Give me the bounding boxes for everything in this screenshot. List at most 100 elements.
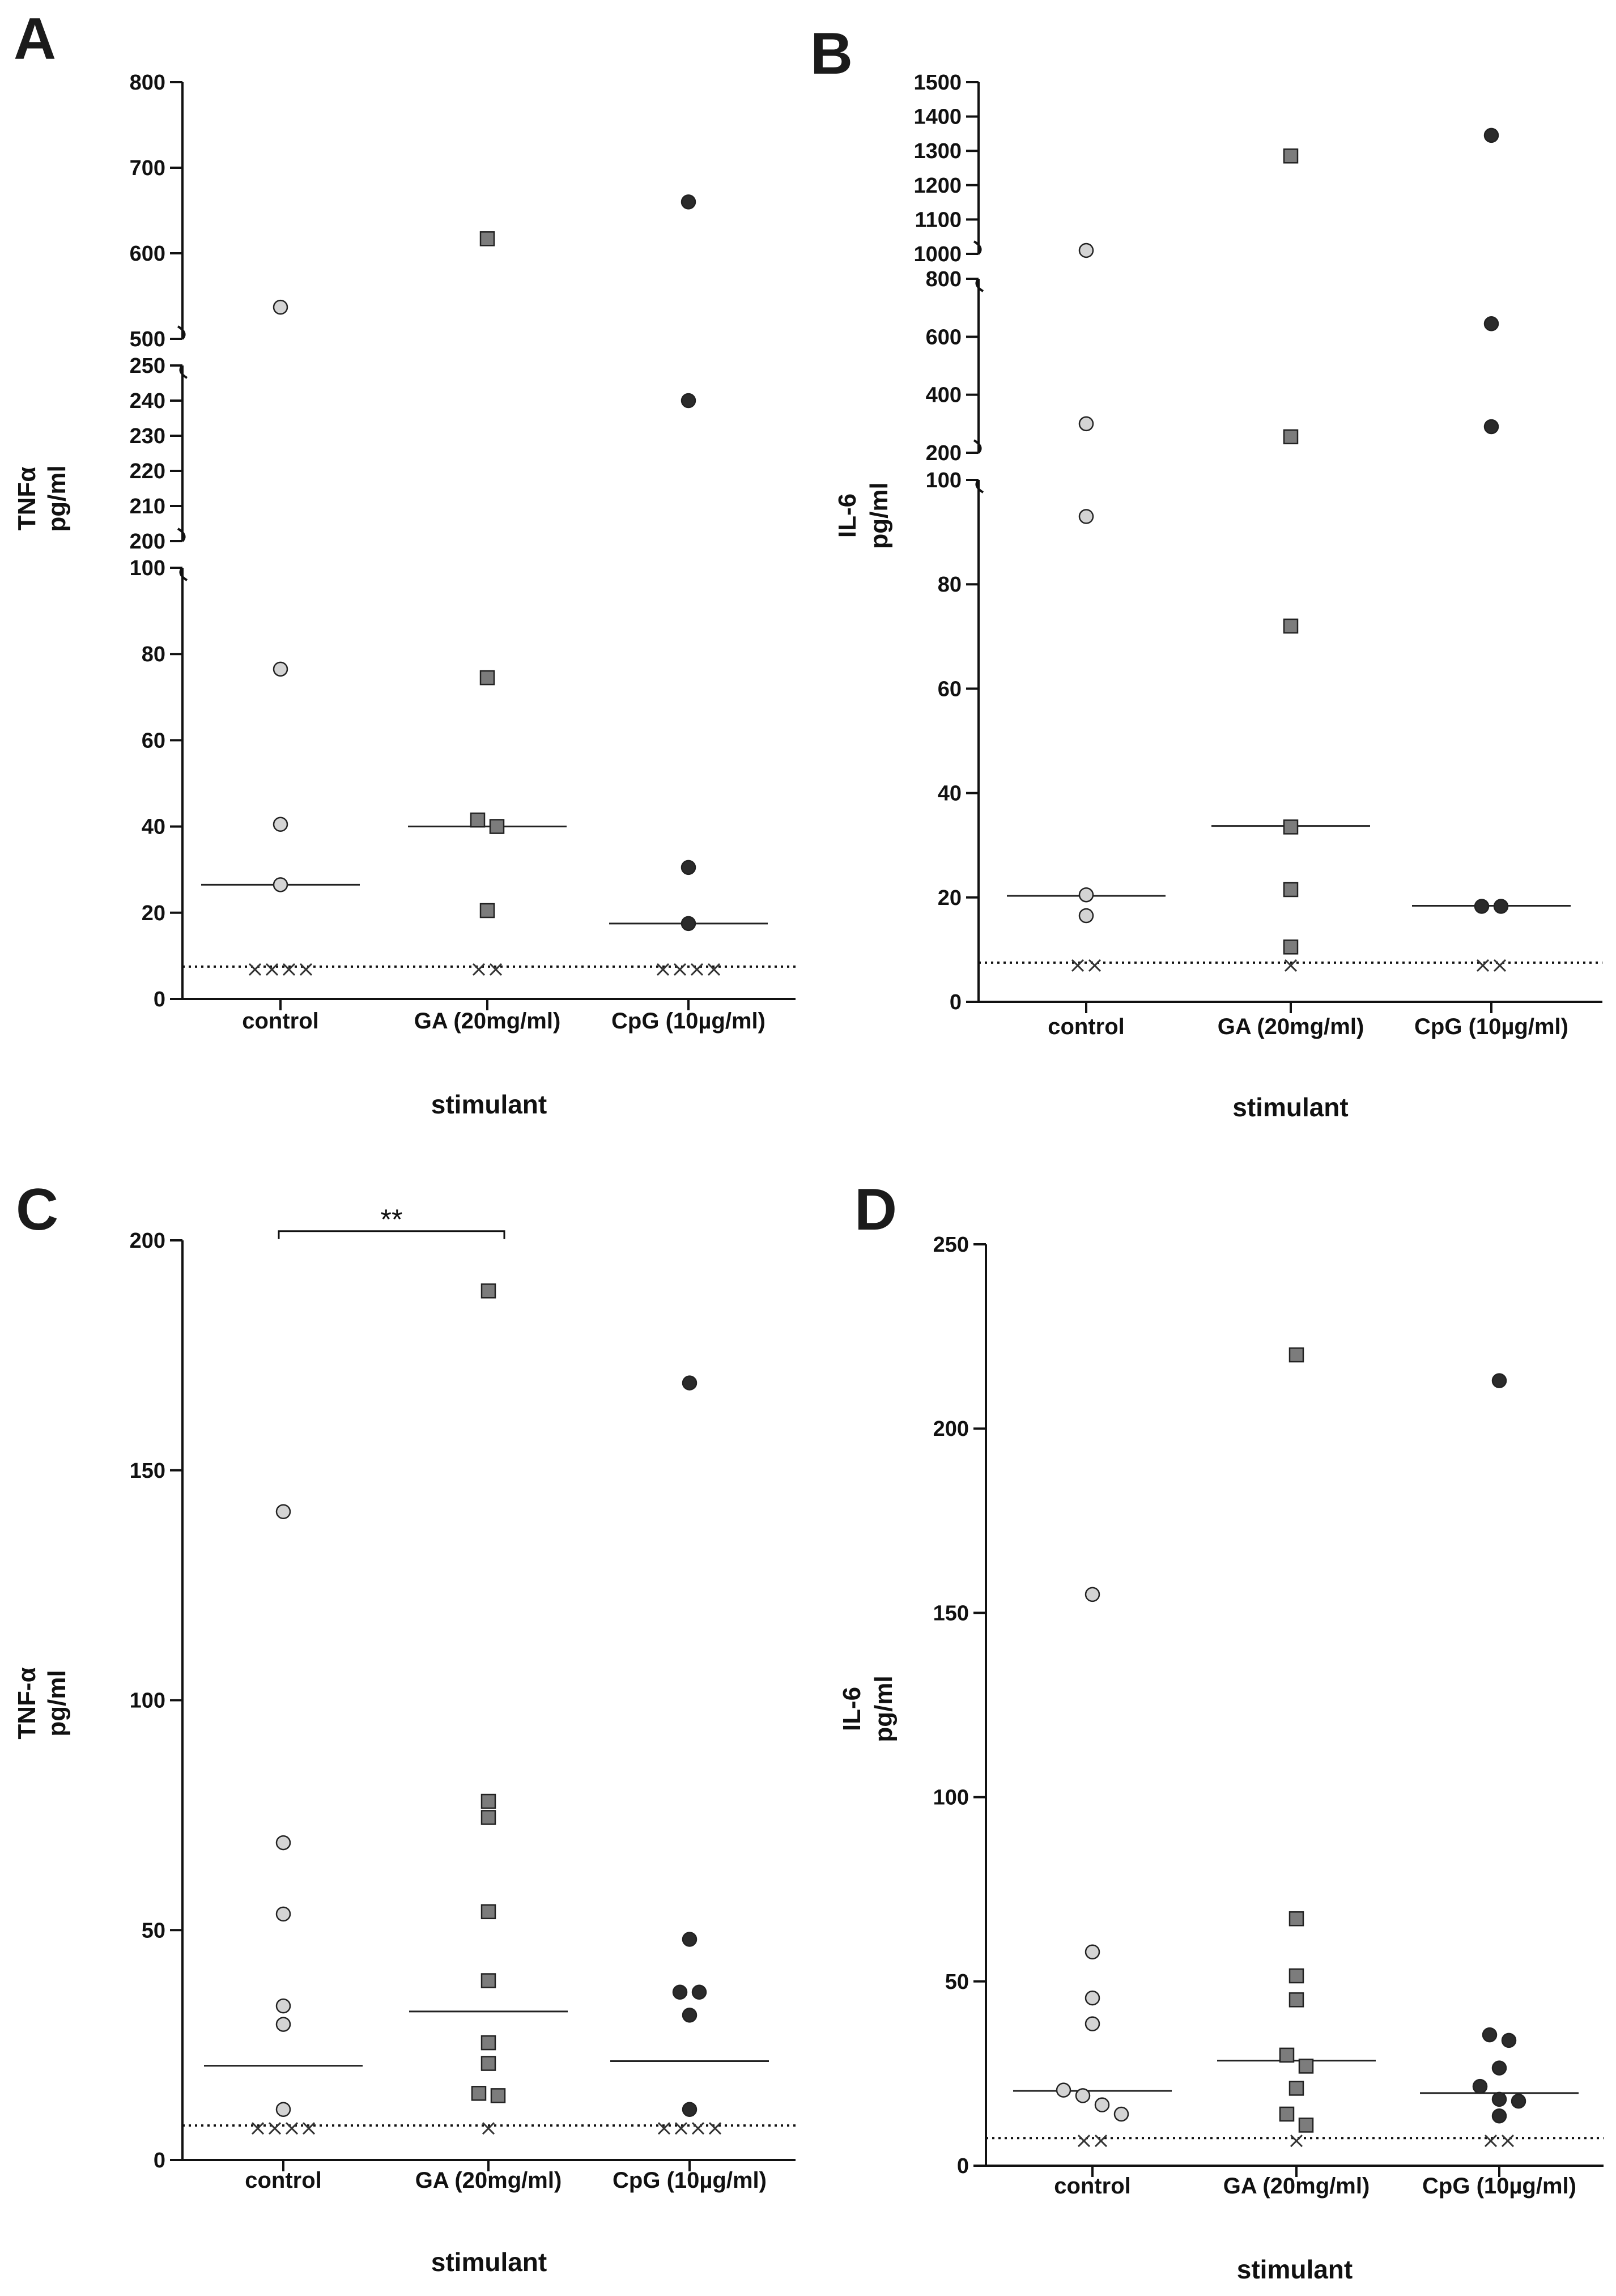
data-point [1511,2093,1526,2109]
x-tick-label: control [245,2168,322,2193]
data-point [682,1375,698,1391]
data-point [480,1810,496,1825]
below-limit-marker [674,2122,688,2135]
panel-c: C 0 50 100 150 200 control GA (20mg/ml) CpG (10… [0,1148,808,2296]
below-limit-marker [1501,2135,1515,2148]
y-tick-label: 60 [142,729,165,752]
data-point [1482,2027,1498,2043]
below-limit-marker [282,963,296,976]
axis-break-mark [177,325,186,340]
data-point [1298,2118,1314,2133]
data-point [1283,939,1299,955]
data-point [1056,2082,1071,2098]
data-point [1288,2081,1304,2096]
below-limit-marker [1493,959,1507,972]
y-axis-title: TNFαpg/ml [13,465,71,532]
axis-break-mark [177,528,186,542]
below-limit-marker [707,963,721,976]
y-axis-title: IL-6 pg/ml [838,1676,898,1742]
y-tick-label: 210 [130,495,165,518]
y-tick-label: 200 [130,1229,165,1253]
x-tick-label: CpG (10µg/ml) [1414,1014,1568,1039]
below-limit-marker [299,963,313,976]
below-limit-marker [472,963,486,976]
y-tick-label: 250 [933,1233,969,1257]
y-axis-title-line: IL-6 [838,1687,866,1731]
y-tick-label: 500 [130,328,165,351]
x-tick-label: control [242,1009,319,1034]
y-tick-label: 1100 [915,208,962,232]
x-tick-label: GA (20mg/ml) [1223,2174,1370,2199]
below-limit-marker [268,2122,282,2135]
data-point [691,1984,707,2000]
data-point [480,1793,496,1809]
data-point [1279,2106,1295,2122]
y-tick-label: 150 [130,1459,165,1483]
below-limit-marker [656,963,670,976]
y-tick-label: 220 [130,460,165,483]
x-axis-title: stimulant [431,1090,547,1119]
data-point [1085,1944,1100,1960]
data-point [479,231,495,246]
data-point [1501,2033,1517,2048]
data-point [273,299,288,315]
data-point [1078,416,1094,432]
data-point [275,1835,291,1851]
x-tick-label: control [1054,2174,1131,2199]
y-tick-label: 200 [926,441,962,465]
data-point [1075,2088,1091,2103]
data-point [1085,2016,1100,2031]
data-point [1283,429,1299,445]
data-point [1491,1373,1507,1388]
below-limit-marker [691,2122,705,2135]
data-point [1474,899,1490,914]
data-point [1483,127,1499,143]
below-limit-marker [302,2122,316,2135]
data-point [480,1904,496,1920]
data-point [1483,419,1499,435]
data-point [682,1932,698,1947]
below-limit-marker [657,2122,671,2135]
y-tick-label: 50 [142,1919,165,1942]
x-axis-title: stimulant [1232,1092,1348,1122]
data-point [275,1906,291,1922]
data-point [489,819,505,834]
y-tick-label: 1000 [913,243,962,266]
y-tick-label: 800 [926,267,962,291]
y-tick-label: 50 [945,1970,969,1994]
data-point [1078,887,1094,903]
x-tick-label: CpG (10µg/ml) [1422,2174,1576,2199]
data-point [681,194,696,210]
data-point [1113,2106,1129,2122]
y-tick-label: 1400 [913,105,962,129]
data-point [1094,2097,1110,2112]
data-point [275,1504,291,1520]
data-point [1078,243,1094,258]
y-tick-label: 200 [933,1417,969,1441]
y-tick-label: 1200 [913,174,962,198]
y-tick-label: 40 [142,815,165,839]
data-point [1283,618,1299,634]
data-point [1279,2047,1295,2063]
y-tick-label: 0 [950,990,962,1014]
data-point [480,2035,496,2051]
data-point [479,670,495,686]
data-point [1493,899,1509,914]
y-axis-title-line: TNFα [13,467,41,531]
data-point [470,812,486,828]
below-limit-marker [1077,2135,1091,2148]
y-axis-title: TNF-αpg/ml [13,1667,71,1739]
data-point [1483,316,1499,331]
below-limit-marker [1284,959,1298,972]
data-point [1283,148,1299,164]
y-axis-title-line: pg/ml [43,1670,71,1736]
below-limit-marker [690,963,704,976]
below-limit-marker [1476,959,1490,972]
y-tick-label: 250 [130,354,165,378]
y-tick-label: 100 [926,469,962,492]
panel-letter: C [16,1177,58,1243]
below-limit-marker [482,2122,495,2135]
data-point [1472,2078,1488,2094]
significance-bracket [278,1230,505,1239]
